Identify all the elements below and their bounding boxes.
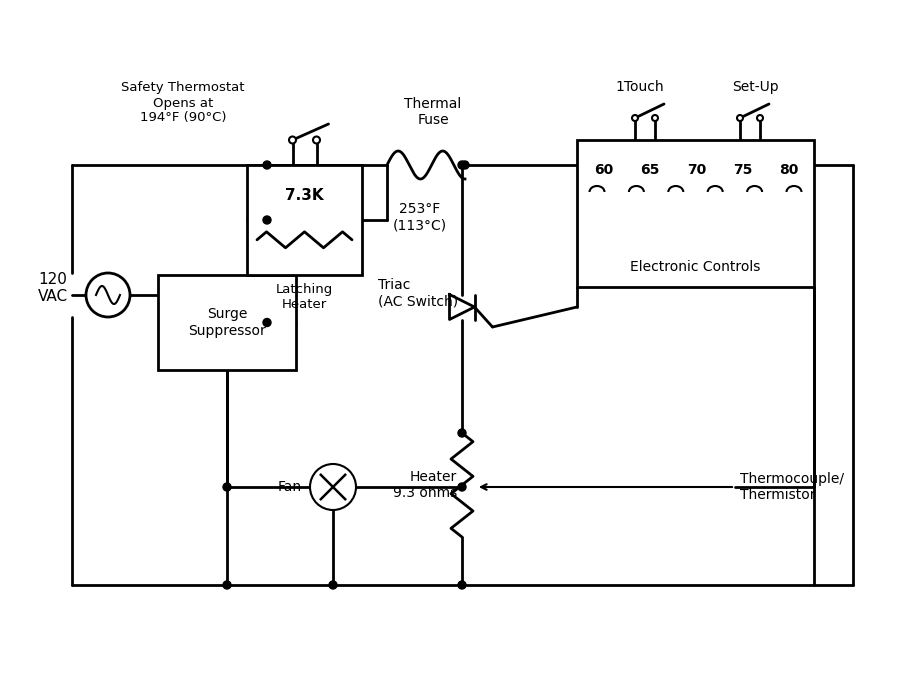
Circle shape (310, 464, 356, 510)
Circle shape (263, 216, 271, 224)
Text: 80: 80 (779, 163, 798, 177)
Circle shape (652, 115, 658, 121)
Text: Fan: Fan (278, 480, 302, 494)
Text: Latching
Heater: Latching Heater (276, 283, 333, 311)
Circle shape (632, 115, 638, 121)
Circle shape (313, 136, 320, 144)
Text: 65: 65 (641, 163, 660, 177)
Circle shape (458, 429, 466, 437)
Text: Surge
Suppressor: Surge Suppressor (188, 307, 266, 338)
Text: 1Touch: 1Touch (616, 80, 664, 94)
Circle shape (757, 115, 763, 121)
Text: Electronic Controls: Electronic Controls (630, 260, 760, 274)
Text: 7.3K: 7.3K (285, 188, 324, 203)
Text: 60: 60 (594, 163, 614, 177)
Circle shape (263, 319, 271, 327)
Text: Triac
(AC Switch): Triac (AC Switch) (378, 278, 458, 308)
Circle shape (289, 136, 296, 144)
Circle shape (458, 161, 466, 169)
Bar (247, 165, 362, 275)
Circle shape (461, 161, 469, 169)
Circle shape (458, 581, 466, 589)
Bar (158, 275, 296, 370)
Circle shape (458, 483, 466, 491)
Text: 253°F
(113°C): 253°F (113°C) (393, 202, 447, 232)
Text: Heater
9.3 ohms: Heater 9.3 ohms (392, 470, 457, 500)
Text: Thermocouple/
Thermistor: Thermocouple/ Thermistor (740, 472, 844, 502)
Circle shape (223, 483, 231, 491)
Text: Set-Up: Set-Up (732, 80, 778, 94)
Text: 70: 70 (687, 163, 707, 177)
Text: Thermal
Fuse: Thermal Fuse (404, 97, 462, 127)
Circle shape (329, 581, 337, 589)
Circle shape (223, 581, 231, 589)
Bar (577, 140, 814, 287)
Text: Safety Thermostat
Opens at
194°F (90°C): Safety Thermostat Opens at 194°F (90°C) (122, 82, 245, 124)
Text: 75: 75 (734, 163, 752, 177)
Text: 120
VAC: 120 VAC (38, 272, 68, 304)
Circle shape (86, 273, 130, 317)
Circle shape (737, 115, 743, 121)
Circle shape (263, 161, 271, 169)
